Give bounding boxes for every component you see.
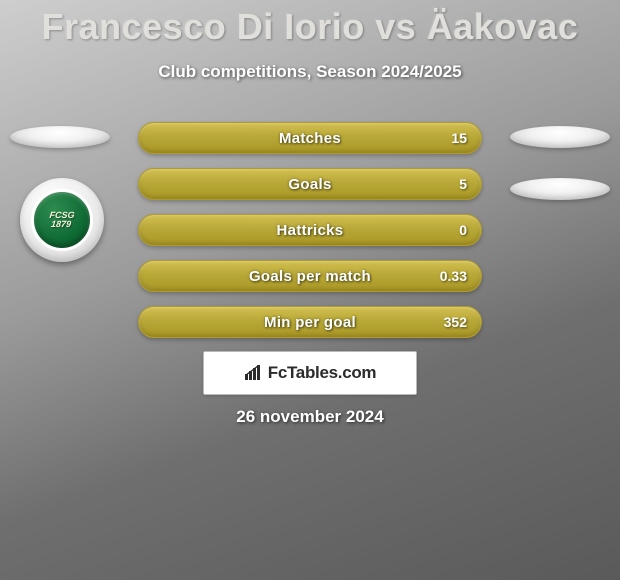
stat-label: Goals [288, 176, 331, 193]
bar-chart-icon [244, 364, 262, 382]
page-subtitle: Club competitions, Season 2024/2025 [0, 62, 620, 82]
club-left-badge: FCSG 1879 [20, 178, 104, 262]
stat-label: Matches [279, 130, 341, 147]
brand-box[interactable]: FcTables.com [203, 351, 417, 395]
club-badge-text: FCSG 1879 [48, 211, 75, 230]
stat-bar-matches: Matches 15 [138, 122, 482, 154]
stat-label: Goals per match [249, 268, 371, 285]
stat-value: 15 [451, 130, 467, 146]
stat-bars: Matches 15 Goals 5 Hattricks 0 Goals per… [138, 122, 482, 352]
club-badge-inner: FCSG 1879 [31, 189, 93, 251]
date-line: 26 november 2024 [0, 407, 620, 427]
brand-text: FcTables.com [268, 363, 377, 383]
stat-bar-hattricks: Hattricks 0 [138, 214, 482, 246]
club-badge-line2: 1879 [51, 219, 72, 229]
stat-bar-goals-per-match: Goals per match 0.33 [138, 260, 482, 292]
player-right-placeholder [510, 126, 610, 148]
stat-value: 5 [459, 176, 467, 192]
page-title: Francesco Di Iorio vs Äakovac [0, 0, 620, 48]
comparison-card: Francesco Di Iorio vs Äakovac Club compe… [0, 0, 620, 580]
stat-value: 352 [444, 314, 467, 330]
stat-value: 0 [459, 222, 467, 238]
player-left-placeholder [10, 126, 110, 148]
stat-value: 0.33 [440, 268, 467, 284]
stat-bar-min-per-goal: Min per goal 352 [138, 306, 482, 338]
stat-label: Hattricks [277, 222, 344, 239]
stat-bar-goals: Goals 5 [138, 168, 482, 200]
stat-label: Min per goal [264, 314, 356, 331]
club-right-placeholder [510, 178, 610, 200]
club-badge-line1: FCSG [50, 210, 76, 220]
